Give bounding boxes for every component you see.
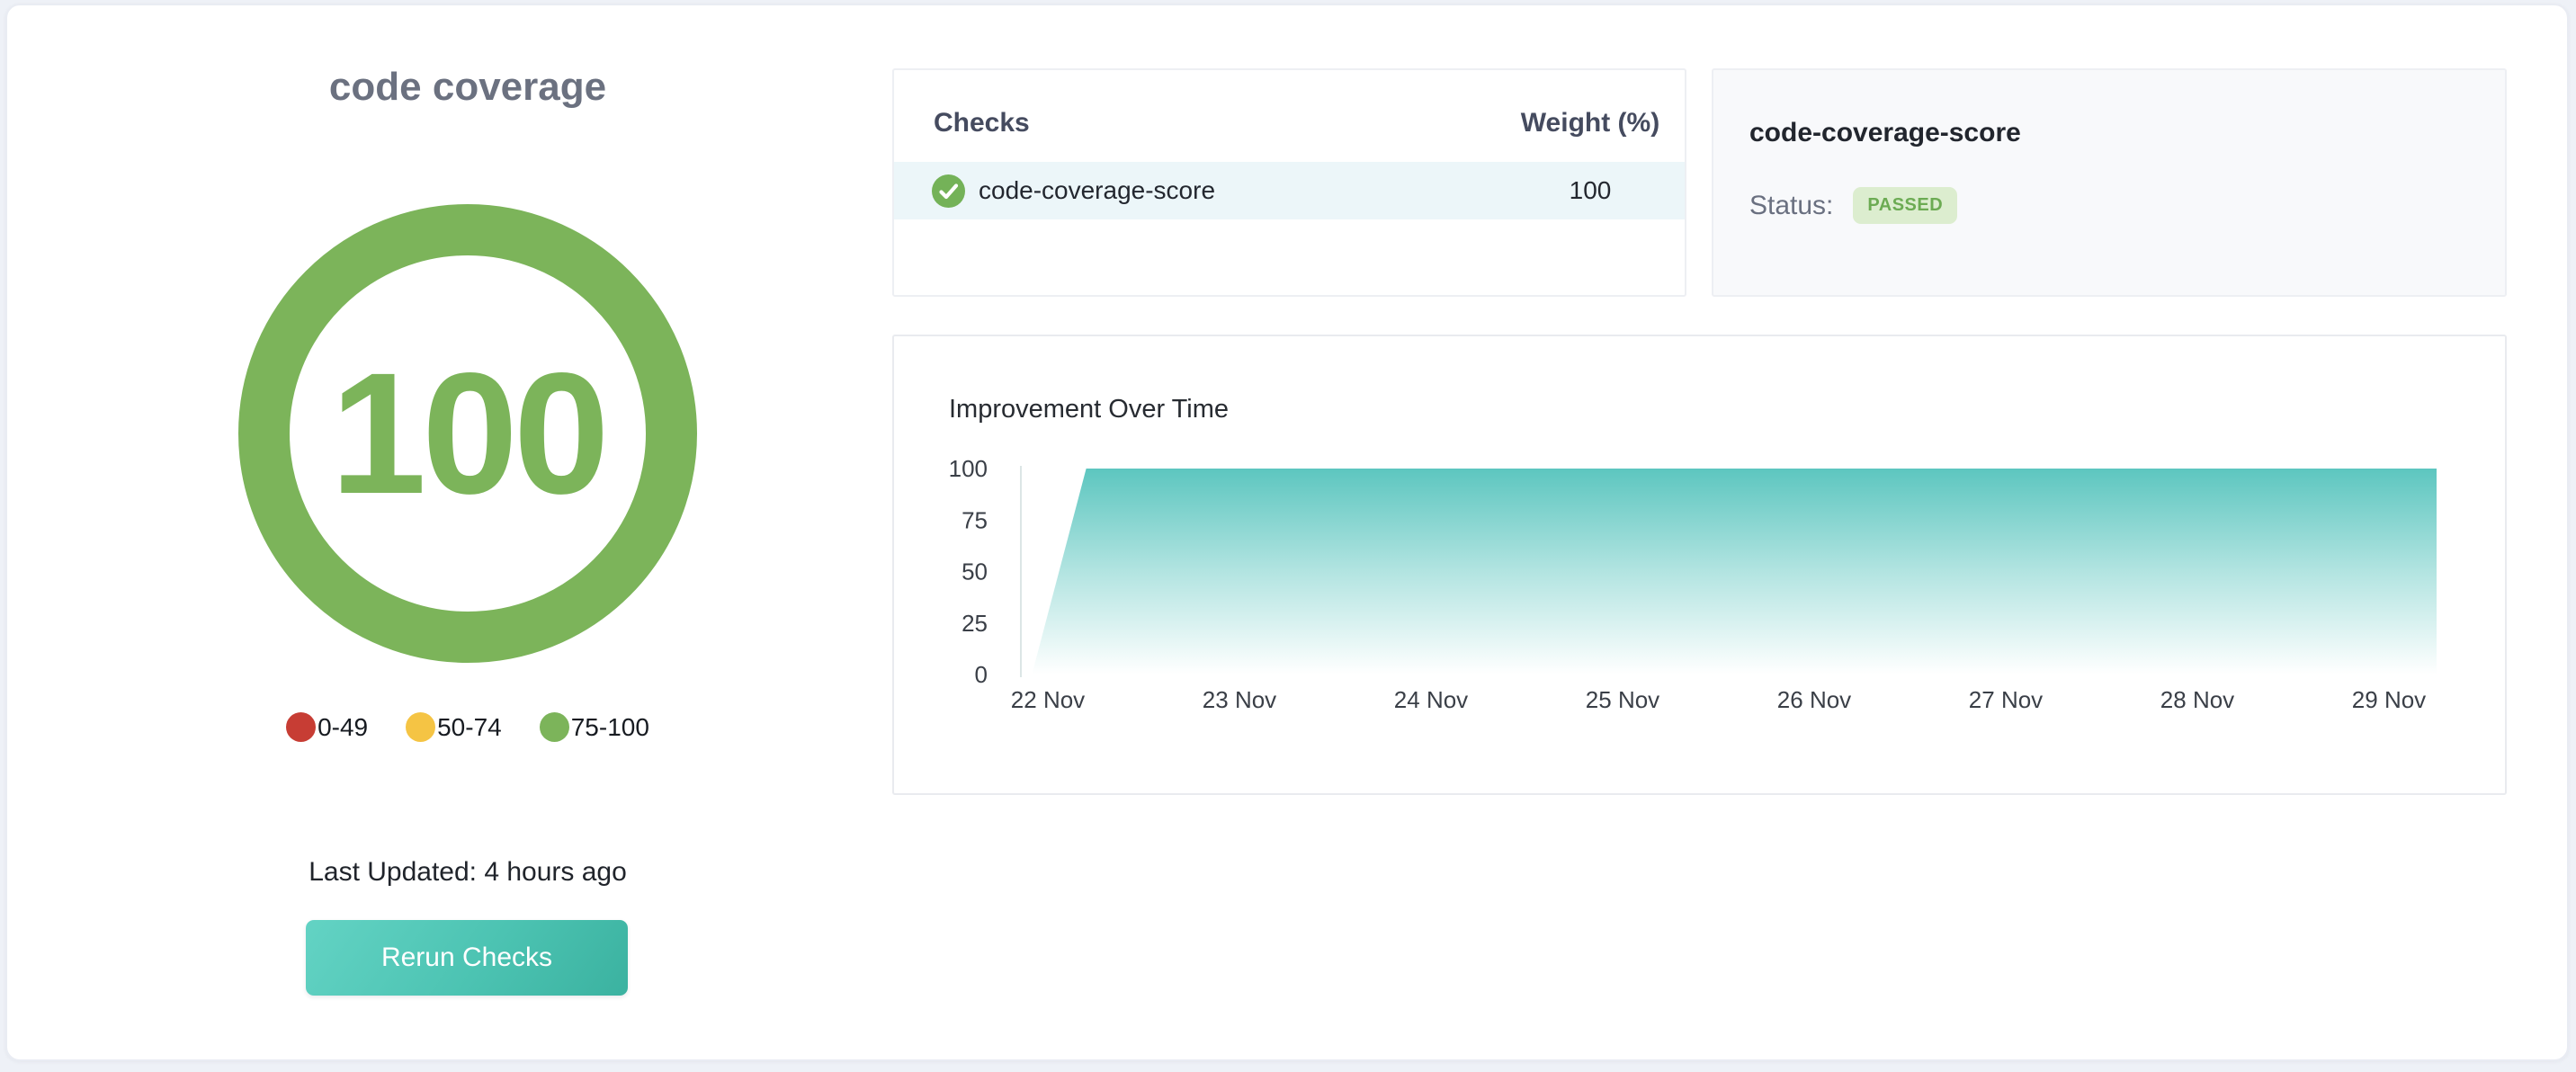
checks-table-header: Checks Weight (%) xyxy=(894,70,1685,138)
improvement-area-chart: 0 25 50 75 100 22 Nov 23 Nov 24 Nov 25 Nov 26 Nov… xyxy=(949,455,2437,713)
y-tick-label: 0 xyxy=(975,661,988,688)
y-tick-label: 25 xyxy=(962,610,988,637)
legend-item-low: 0-49 xyxy=(286,712,368,742)
legend-label: 0-49 xyxy=(318,712,369,741)
last-updated-text: Last Updated: 4 hours ago xyxy=(309,857,627,887)
status-line: Status: PASSED xyxy=(1713,187,2505,224)
legend-dot-yellow xyxy=(406,712,436,742)
x-tick-label: 24 Nov xyxy=(1394,686,1468,713)
score-value: 100 xyxy=(330,336,609,530)
x-tick-label: 26 Nov xyxy=(1777,686,1851,713)
x-tick-label: 23 Nov xyxy=(1203,686,1276,713)
status-badge: PASSED xyxy=(1853,187,1958,224)
status-label: Status: xyxy=(1749,190,1834,220)
improvement-chart-card: 0 25 50 75 100 22 Nov 23 Nov 24 Nov 25 Nov 26 Nov… xyxy=(892,335,2507,795)
chart-title: Improvement Over Time xyxy=(949,395,1230,424)
table-row-code-coverage-score[interactable]: code-coverage-score 100 xyxy=(894,162,1685,219)
x-tick-label: 28 Nov xyxy=(2160,686,2234,713)
column-header-checks: Checks xyxy=(934,108,1030,138)
y-tick-label: 100 xyxy=(949,455,988,482)
x-tick-label: 25 Nov xyxy=(1586,686,1659,713)
legend-dot-red xyxy=(286,712,317,742)
check-weight-value: 100 xyxy=(1569,176,1612,204)
legend-item-high: 75-100 xyxy=(539,712,649,742)
legend-label: 75-100 xyxy=(570,712,649,741)
rerun-checks-button[interactable]: Rerun Checks xyxy=(306,920,628,996)
check-circle-icon xyxy=(932,174,965,208)
score-gauge-ring: 100 xyxy=(238,204,697,663)
improvement-area-fill xyxy=(1032,469,2437,674)
check-detail-title: code-coverage-score xyxy=(1749,118,2021,147)
score-legend: 0-49 50-74 75-100 xyxy=(171,712,765,742)
x-tick-label: 27 Nov xyxy=(1969,686,2043,713)
y-tick-label: 50 xyxy=(962,558,988,585)
check-detail-card: code-coverage-score Status: PASSED xyxy=(1712,68,2507,297)
legend-item-mid: 50-74 xyxy=(406,712,502,742)
checks-table-card: Checks Weight (%) code-coverage-score 10… xyxy=(892,68,1686,297)
check-name: code-coverage-score xyxy=(979,176,1216,204)
x-tick-label: 29 Nov xyxy=(2352,686,2426,713)
x-tick-label: 22 Nov xyxy=(1011,686,1085,713)
y-tick-label: 75 xyxy=(962,506,988,533)
legend-dot-green xyxy=(539,712,569,742)
legend-label: 50-74 xyxy=(437,712,502,741)
page-title: code coverage xyxy=(328,65,607,109)
column-header-weight: Weight (%) xyxy=(1520,108,1660,138)
